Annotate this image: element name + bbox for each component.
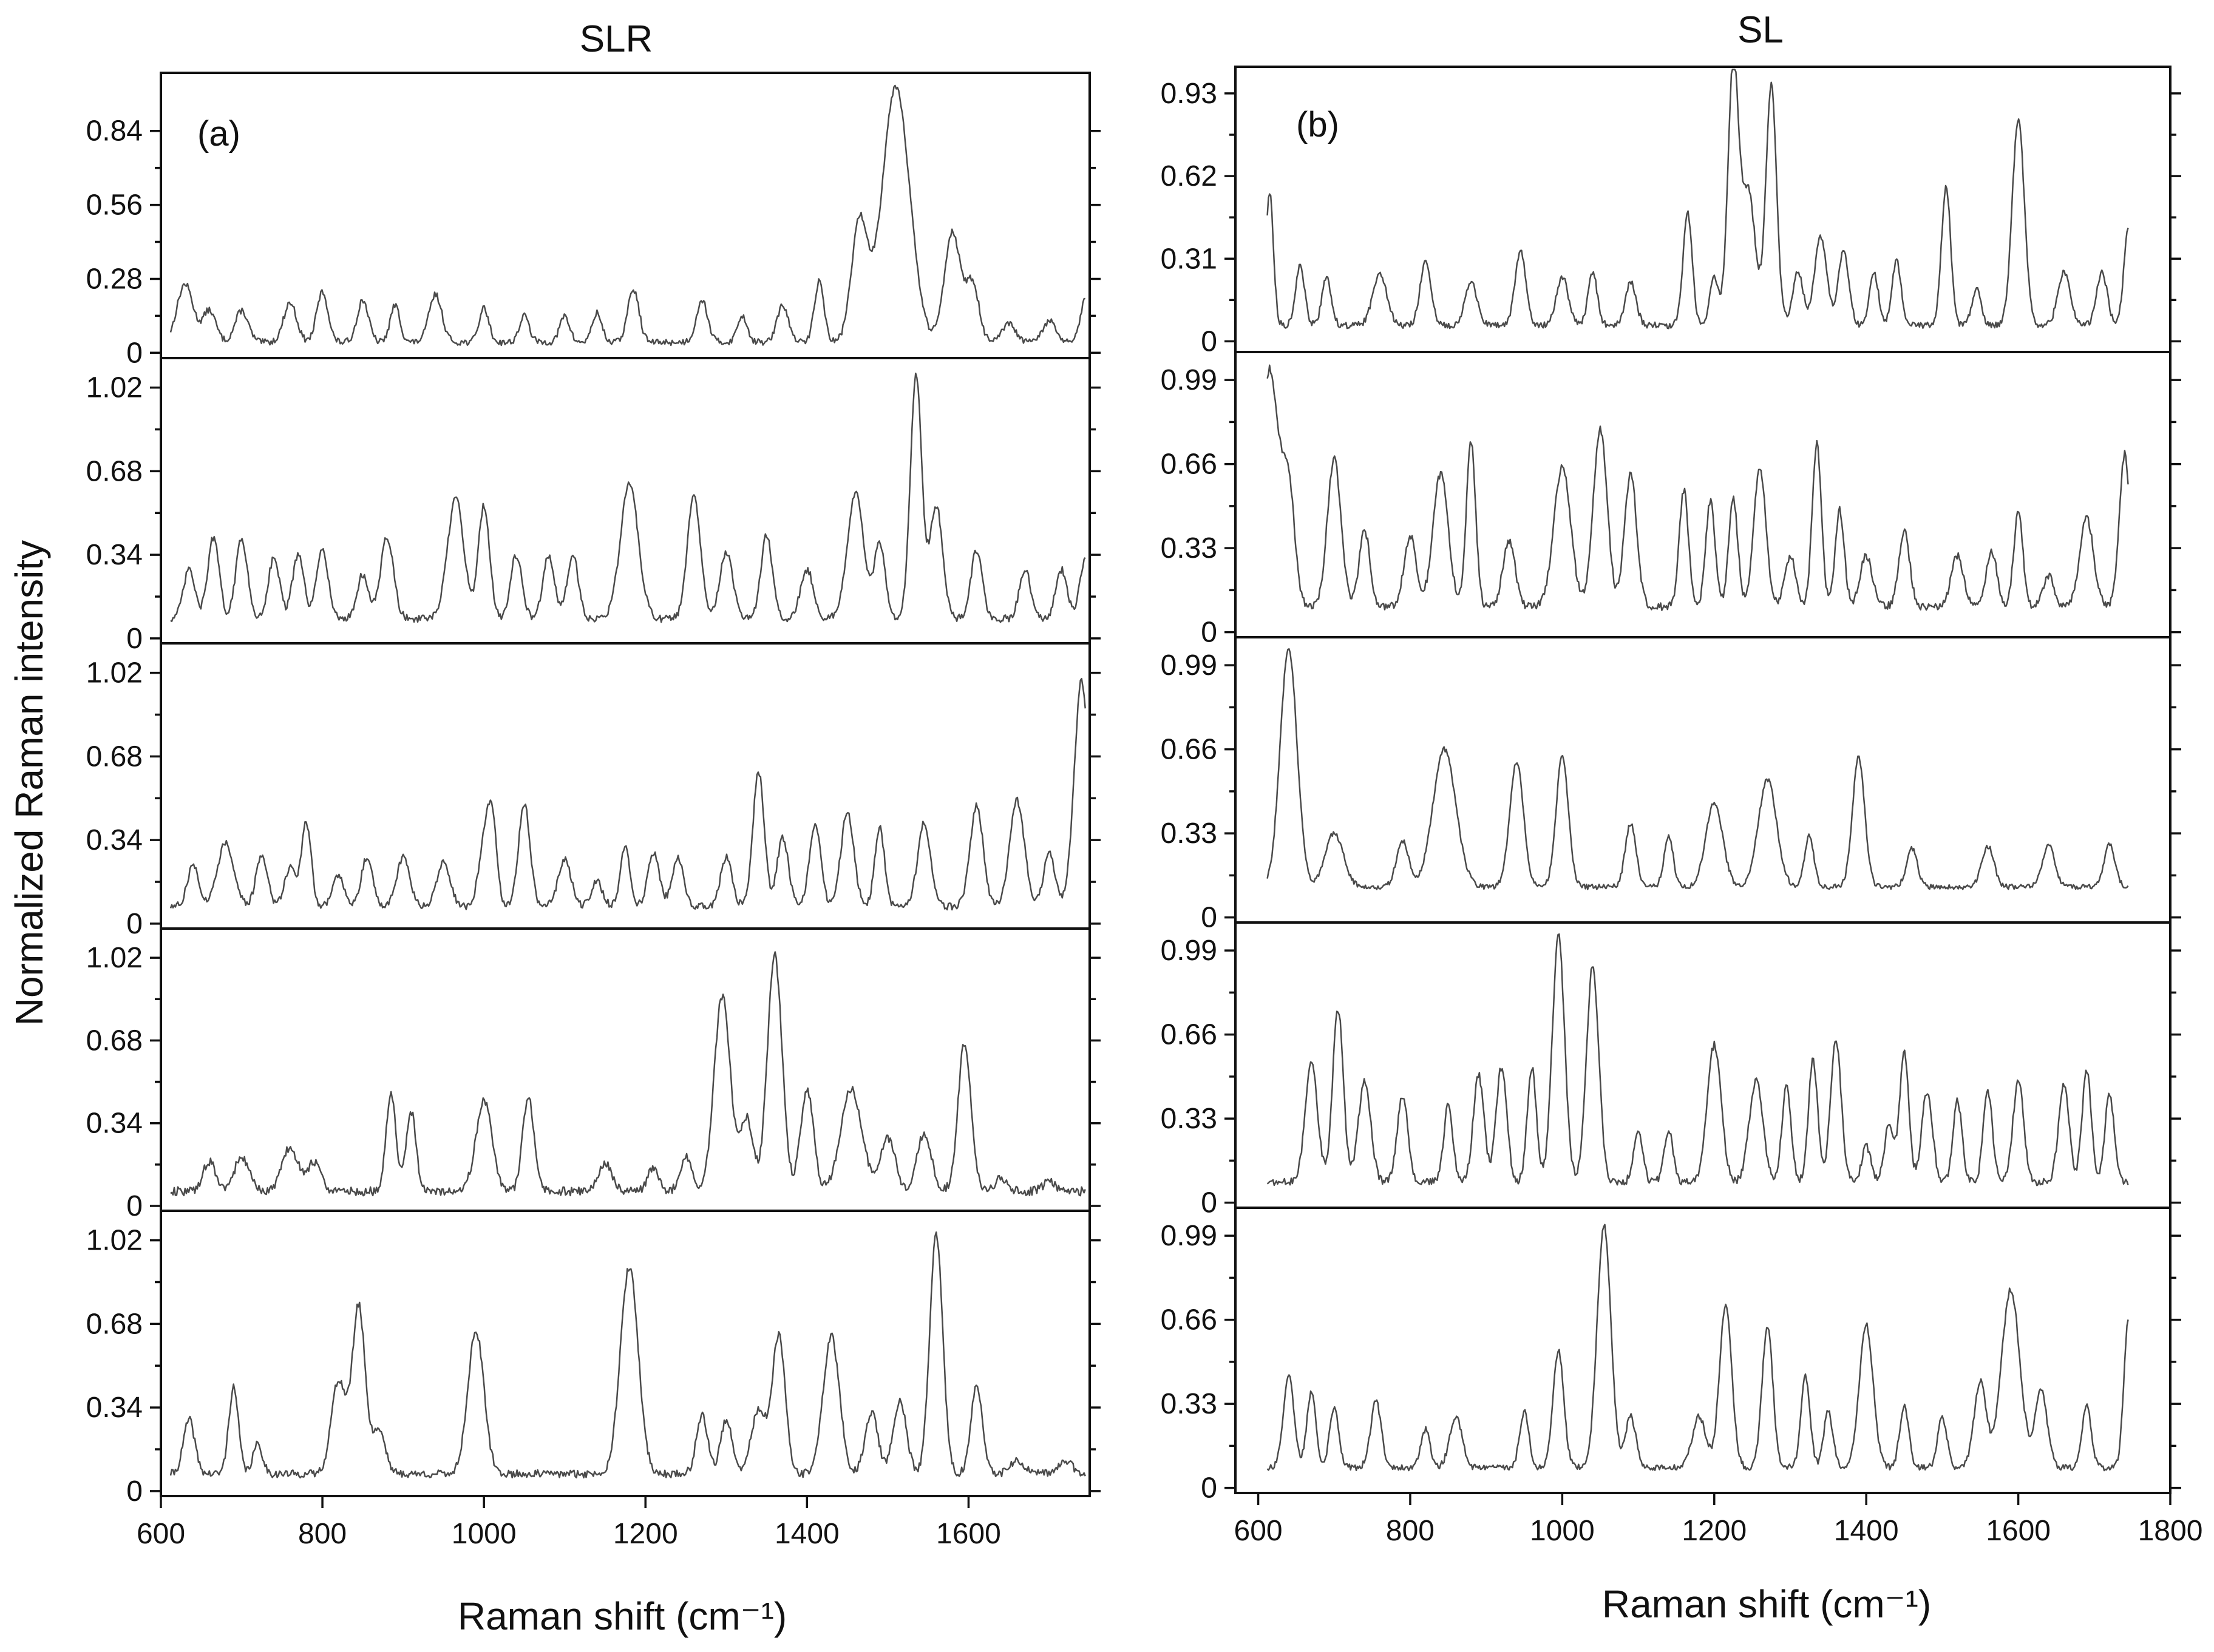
y-tick-label: 0.34 [86, 824, 143, 856]
y-tick-label: 1.02 [86, 657, 143, 689]
subplot-3: 0 0.34 0.68 1.02 [86, 657, 1101, 940]
subplot-2: 0 0.34 0.68 1.02 [86, 372, 1101, 655]
y-tick-label: 0.93 [1161, 78, 1217, 110]
y-tick-label: 0 [126, 623, 143, 655]
y-tick-label: 0.68 [86, 455, 143, 487]
y-tick-label: 0 [126, 1190, 143, 1222]
y-tick-label: 0 [1201, 617, 1217, 649]
panel-b-x-axis-label: Raman shift (cm⁻¹) [1602, 1582, 1931, 1626]
y-axis-label: Normalized Raman intensity [7, 540, 51, 1026]
y-tick-label: 0.99 [1161, 1220, 1217, 1252]
y-tick-label: 0 [1201, 325, 1217, 357]
spectrum-line [169, 1231, 1086, 1479]
y-tick-label: 0 [126, 908, 143, 940]
y-tick-label: 0.28 [86, 263, 143, 295]
y-tick-label: 0.66 [1161, 1304, 1217, 1336]
spectrum-line [1266, 69, 2129, 330]
subplot-1: 0 0.28 0.56 0.84 [86, 84, 1101, 369]
y-tick-label: 0.33 [1161, 532, 1217, 564]
subplot-1: 0 0.31 0.62 0.93 [1161, 69, 2181, 357]
spectrum-line [169, 677, 1086, 911]
y-tick-label: 0.56 [86, 189, 143, 222]
y-tick-label: 0.34 [86, 1108, 143, 1140]
x-tick-label: 800 [298, 1518, 347, 1550]
subplot-2: 0 0.33 0.66 0.99 [1161, 364, 2181, 649]
y-tick-label: 1.02 [86, 372, 143, 404]
y-tick-label: 0.34 [86, 539, 143, 571]
spectrum-line [1266, 364, 2129, 611]
y-tick-label: 0.99 [1161, 935, 1217, 967]
spectrum-line [169, 84, 1086, 347]
y-tick-label: 0 [1201, 1187, 1217, 1219]
y-tick-label: 0 [1201, 902, 1217, 934]
y-tick-label: 0.99 [1161, 364, 1217, 396]
y-tick-label: 0 [1201, 1472, 1217, 1505]
x-tick-label: 1200 [613, 1518, 678, 1550]
x-tick-label: 600 [137, 1518, 185, 1550]
y-tick-label: 0 [126, 337, 143, 369]
y-tick-label: 0.66 [1161, 449, 1217, 481]
subplot-5: 0 0.34 0.68 1.02 [86, 1225, 1101, 1508]
x-tick-label: 800 [1386, 1515, 1435, 1547]
x-tick-label: 1000 [1530, 1515, 1595, 1547]
y-tick-label: 0.66 [1161, 1019, 1217, 1051]
x-tick-label: 1400 [775, 1518, 840, 1550]
x-tick-label: 1000 [452, 1518, 517, 1550]
panel-b: (b) 600 800 1000 1200 1400 1600 1800 0 0.31 0.62 0.… [1161, 66, 2203, 1547]
x-tick-label: 1200 [1682, 1515, 1747, 1547]
panel-a-title: SLR [580, 18, 653, 60]
panel-a-x-axis-label: Raman shift (cm⁻¹) [458, 1594, 787, 1638]
subplot-5: 0 0.33 0.66 0.99 [1161, 1220, 2181, 1505]
panel-a: (a)600 800 1000 1200 1400 160000.280.560.8400… [86, 72, 1101, 1550]
y-tick-label: 0.68 [86, 740, 143, 773]
y-tick-label: 0.84 [86, 115, 143, 147]
y-tick-label: 0.62 [1161, 160, 1217, 192]
spectrum-line [1266, 933, 2129, 1187]
subplot-3: 0 0.33 0.66 0.99 [1161, 648, 2181, 934]
y-tick-label: 0.31 [1161, 243, 1217, 275]
x-tick-label: 1800 [2138, 1515, 2203, 1547]
spectrum-line [170, 951, 1086, 1197]
y-tick-label: 0.68 [86, 1308, 143, 1340]
panel-label: (b) [1296, 105, 1339, 144]
axes-frame [1234, 66, 2172, 1494]
y-tick-label: 0 [126, 1475, 143, 1508]
spectrum-line [1266, 648, 2129, 890]
y-tick-label: 0.68 [86, 1024, 143, 1057]
x-tick-label: 600 [1234, 1515, 1283, 1547]
spectrum-line [170, 372, 1086, 623]
y-tick-label: 1.02 [86, 1225, 143, 1257]
y-tick-label: 1.02 [86, 942, 143, 974]
subplot-4: 0 0.34 0.68 1.02 [86, 942, 1101, 1222]
y-tick-label: 0.34 [86, 1392, 143, 1424]
spectrum-line [1266, 1224, 2129, 1472]
panel-label: (a) [197, 114, 240, 154]
subplot-4: 0 0.33 0.66 0.99 [1161, 933, 2181, 1219]
axes-frame [160, 72, 1091, 1497]
y-tick-label: 0.33 [1161, 818, 1217, 850]
y-tick-label: 0.33 [1161, 1103, 1217, 1135]
y-tick-label: 0.66 [1161, 734, 1217, 766]
y-tick-label: 0.99 [1161, 649, 1217, 682]
x-tick-label: 1400 [1834, 1515, 1899, 1547]
y-tick-label: 0.33 [1161, 1388, 1217, 1420]
x-tick-label: 1600 [936, 1518, 1001, 1550]
x-tick-label: 1600 [1986, 1515, 2051, 1547]
panel-b-title: SL [1737, 9, 1784, 51]
plot-area: (a)600 800 1000 1200 1400 160000.280.560.8400… [86, 66, 2203, 1550]
